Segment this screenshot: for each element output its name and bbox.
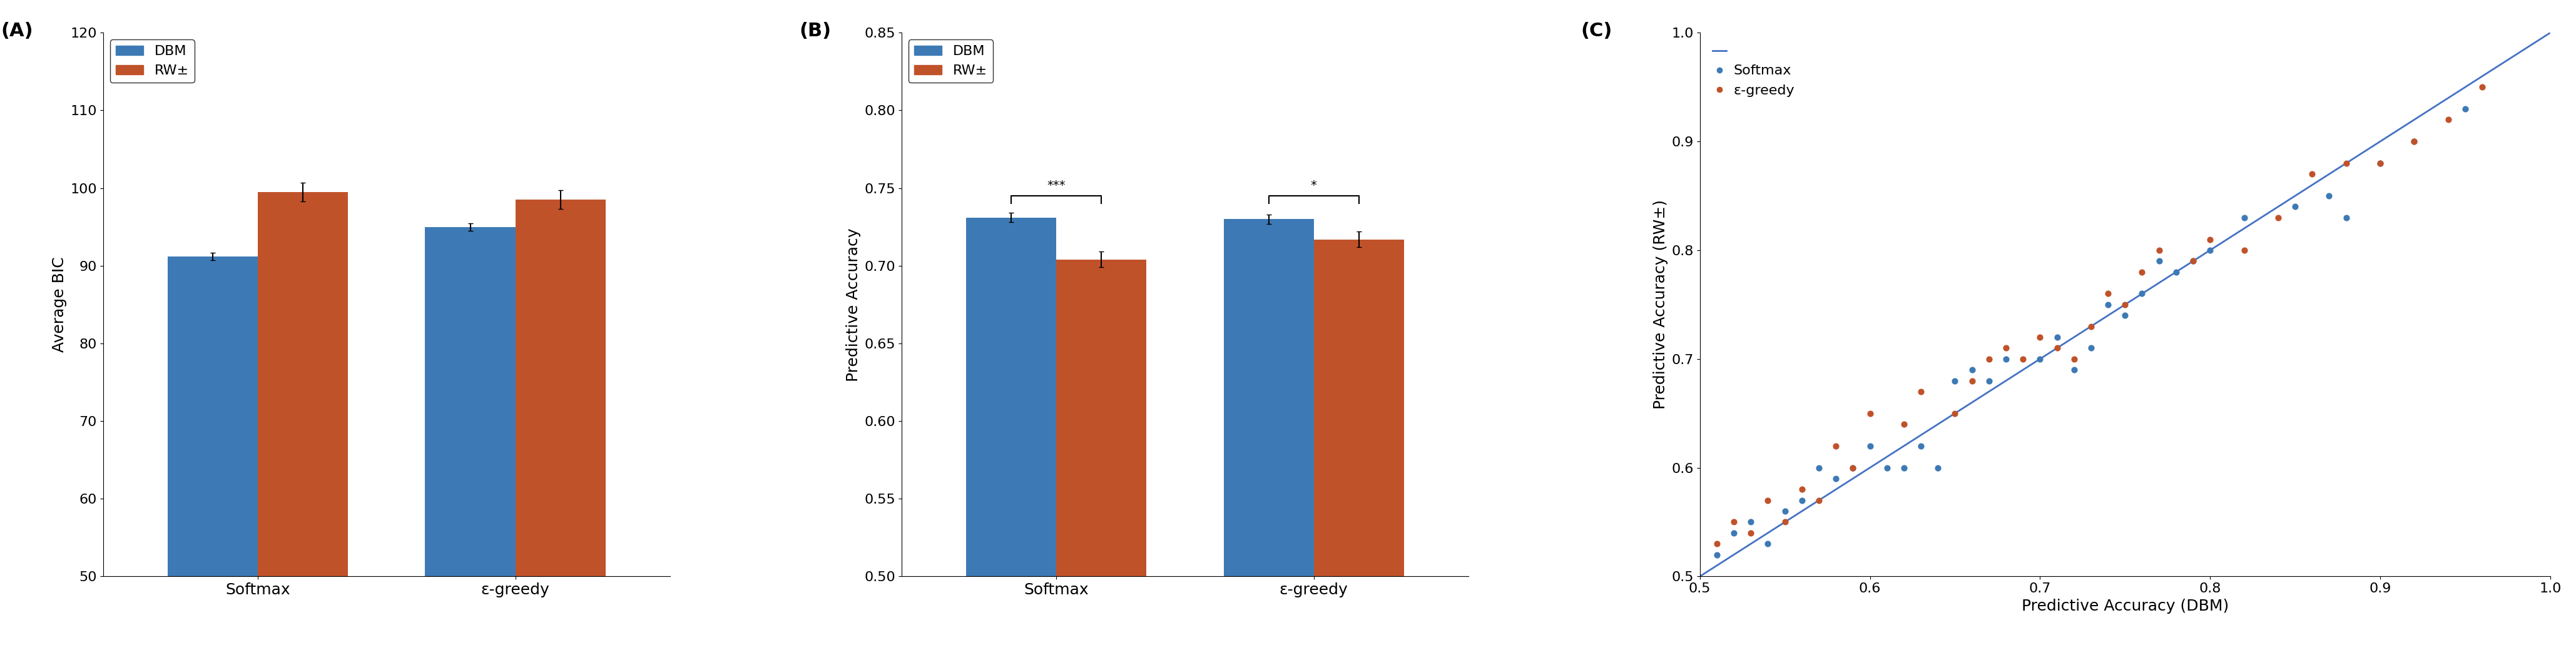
ε-greedy (2071, 321, 2112, 331)
ε-greedy (2172, 256, 2213, 267)
ε-greedy (2326, 158, 2367, 168)
Y-axis label: Predictive Accuracy: Predictive Accuracy (845, 228, 860, 381)
Text: (A): (A) (0, 22, 33, 40)
Bar (515, 200, 605, 655)
Bar (167, 256, 258, 655)
Softmax (1850, 441, 1891, 451)
ε-greedy (2038, 343, 2079, 353)
Softmax (1868, 462, 1909, 473)
Legend: DBM, RW±: DBM, RW± (909, 40, 992, 83)
ε-greedy (1986, 343, 2027, 353)
Softmax (2445, 103, 2486, 114)
Softmax (2105, 310, 2146, 321)
ε-greedy (2427, 115, 2468, 125)
ε-greedy (2105, 299, 2146, 310)
Softmax (2138, 256, 2179, 267)
ε-greedy (1968, 354, 2009, 364)
ε-greedy (1747, 495, 1788, 506)
Bar (425, 227, 515, 655)
ε-greedy (1953, 375, 1994, 386)
ε-greedy (2123, 267, 2164, 277)
Softmax (2053, 365, 2094, 375)
Softmax (1901, 441, 1942, 451)
Softmax (2326, 212, 2367, 223)
ε-greedy (2020, 332, 2061, 343)
ε-greedy (1935, 408, 1976, 419)
ε-greedy (1883, 419, 1924, 430)
Softmax (1747, 538, 1788, 549)
Legend: DBM, RW±: DBM, RW± (111, 40, 196, 83)
Bar (1314, 239, 1404, 655)
Softmax (1695, 550, 1736, 560)
ε-greedy (2360, 158, 2401, 168)
ε-greedy (2463, 82, 2504, 92)
Y-axis label: Predictive Accuracy (RW±): Predictive Accuracy (RW±) (1654, 200, 1669, 409)
Text: *: * (1311, 179, 1316, 191)
Softmax (1713, 528, 1754, 538)
Softmax (1917, 462, 1958, 473)
Softmax (2308, 191, 2349, 201)
Softmax (1780, 495, 1821, 506)
ε-greedy (2138, 245, 2179, 255)
Softmax (1953, 365, 1994, 375)
Softmax (1731, 517, 1772, 527)
Softmax (2087, 299, 2128, 310)
Softmax (2172, 256, 2213, 267)
Softmax (1883, 462, 1924, 473)
ε-greedy (1850, 408, 1891, 419)
Softmax (1798, 462, 1839, 473)
ε-greedy (1816, 441, 1857, 451)
Softmax (2156, 267, 2197, 277)
ε-greedy (1780, 484, 1821, 495)
Softmax (2393, 136, 2434, 147)
Y-axis label: Average BIC: Average BIC (52, 257, 67, 352)
Softmax (1935, 375, 1976, 386)
ε-greedy (2053, 354, 2094, 364)
Softmax (1765, 506, 1806, 516)
Bar (258, 192, 348, 655)
ε-greedy (2190, 234, 2231, 244)
Softmax (2275, 202, 2316, 212)
ε-greedy (2002, 354, 2043, 364)
Text: ***: *** (1046, 179, 1066, 191)
Bar (1056, 259, 1146, 655)
ε-greedy (2257, 212, 2298, 223)
X-axis label: Predictive Accuracy (DBM): Predictive Accuracy (DBM) (2022, 599, 2228, 614)
ε-greedy (2293, 169, 2334, 179)
Softmax (2360, 158, 2401, 168)
ε-greedy (1765, 517, 1806, 527)
Softmax (1816, 474, 1857, 484)
ε-greedy (1731, 528, 1772, 538)
Softmax (2020, 354, 2061, 364)
Softmax (2038, 332, 2079, 343)
Softmax (1986, 354, 2027, 364)
Softmax (2071, 343, 2112, 353)
ε-greedy (1832, 462, 1873, 473)
ε-greedy (1901, 386, 1942, 397)
Softmax (2223, 212, 2264, 223)
ε-greedy (2393, 136, 2434, 147)
Legend: , Softmax, ε-greedy: , Softmax, ε-greedy (1708, 40, 1801, 102)
Bar (966, 217, 1056, 655)
Softmax (1832, 462, 1873, 473)
Softmax (2123, 288, 2164, 299)
Softmax (1968, 375, 2009, 386)
ε-greedy (1695, 538, 1736, 549)
Text: (C): (C) (1582, 22, 1613, 40)
ε-greedy (2223, 245, 2264, 255)
ε-greedy (2087, 288, 2128, 299)
ε-greedy (1713, 517, 1754, 527)
ε-greedy (1798, 495, 1839, 506)
Bar (1224, 219, 1314, 655)
Softmax (2190, 245, 2231, 255)
Text: (B): (B) (799, 22, 832, 40)
